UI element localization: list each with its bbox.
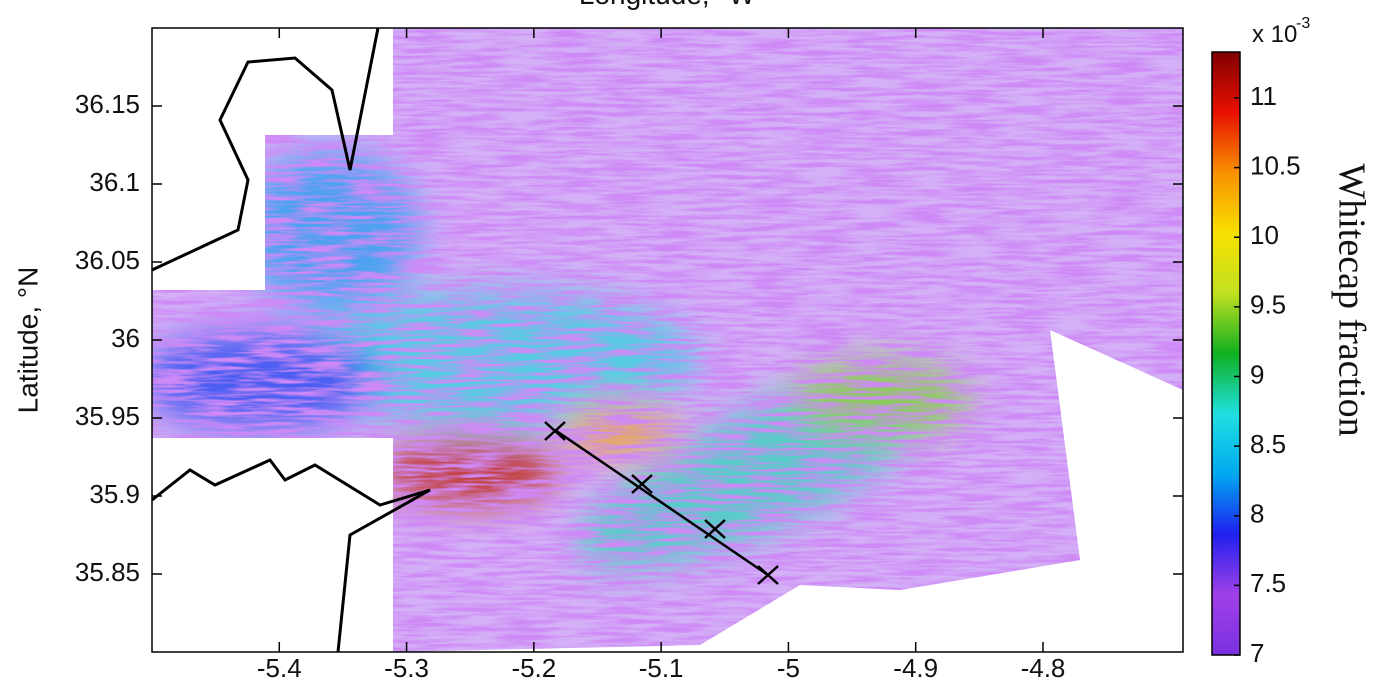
y-tick-label: 35.9 [89, 479, 140, 509]
y-tick-label: 36.15 [75, 89, 140, 119]
colorbar [1212, 52, 1240, 655]
x-axis-title: Longitude, °W [579, 0, 756, 10]
y-tick-label: 36.05 [75, 245, 140, 275]
colorbar-multiplier: x 10 -3 [1252, 15, 1310, 48]
chart: Longitude, °W Latitude, °N x 10 -3 White… [0, 0, 1385, 686]
x-tick-label: -5 [777, 653, 800, 683]
colorbar-tick-label: 10 [1250, 220, 1279, 250]
multiplier-text: x 10 [1252, 21, 1297, 48]
y-tick-label: 35.95 [75, 401, 140, 431]
multiplier-exponent: -3 [1296, 15, 1310, 32]
colorbar-tick-label: 9.5 [1250, 290, 1286, 320]
y-tick-label: 36 [111, 323, 140, 353]
colorbar-tick-label: 8 [1250, 499, 1264, 529]
x-tick-label: -4.8 [1021, 653, 1066, 683]
colorbar-tick-label: 7 [1250, 638, 1264, 668]
colorbar-tick-label: 9 [1250, 359, 1264, 389]
x-tick-label: -4.9 [893, 653, 938, 683]
x-tick-label: -5.3 [384, 653, 429, 683]
colorbar-tick-label: 10.5 [1250, 150, 1301, 180]
colorbar-title: Whitecap fraction [1330, 163, 1372, 436]
colorbar-tick-label: 8.5 [1250, 429, 1286, 459]
x-tick-label: -5.4 [257, 653, 302, 683]
y-axis-title: Latitude, °N [12, 267, 43, 414]
colorbar-tick-label: 7.5 [1250, 568, 1286, 598]
colorbar-tick-label: 11 [1250, 81, 1277, 111]
y-tick-label: 35.85 [75, 557, 140, 587]
whitecap-field [140, 28, 1183, 652]
y-tick-label: 36.1 [89, 167, 140, 197]
x-tick-label: -5.1 [639, 653, 684, 683]
x-tick-label: -5.2 [511, 653, 556, 683]
